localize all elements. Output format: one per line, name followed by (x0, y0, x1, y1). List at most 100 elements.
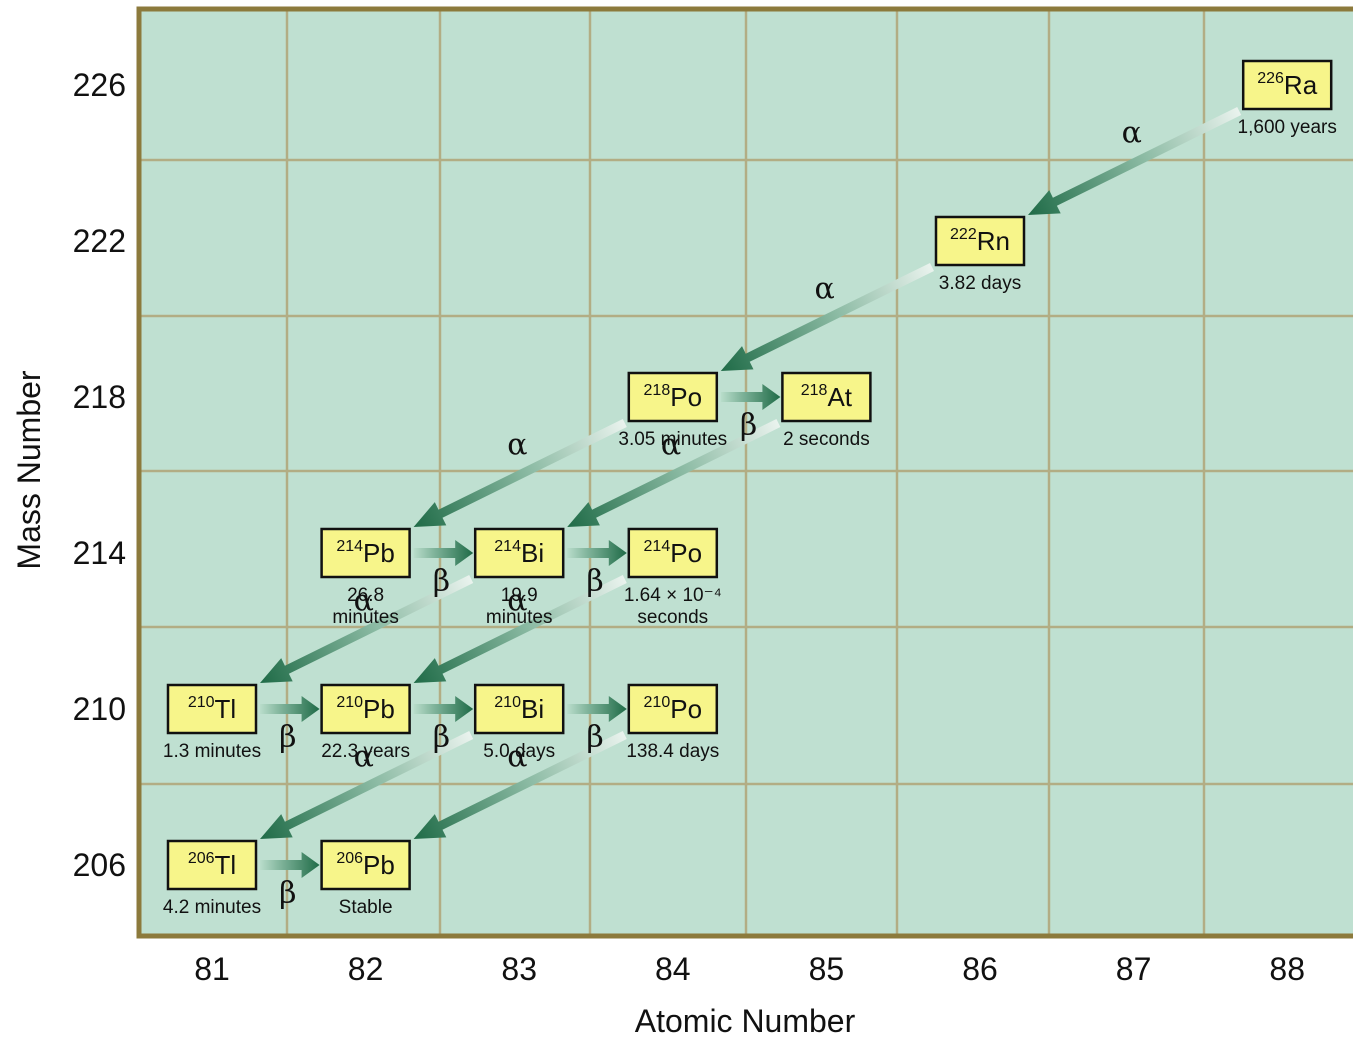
nuclide-label: 226Ra (1257, 70, 1317, 100)
alpha-label: α (354, 740, 374, 775)
x-axis-ticks: 81 82 83 84 85 86 87 88 (194, 951, 1305, 987)
nuclide-rn222: 222Rn 3.82 days (934, 215, 1026, 294)
y-tick-label: 222 (73, 223, 126, 259)
nuclide-label: 218Po (644, 382, 703, 412)
half-life-label: 26.8 (347, 585, 384, 606)
half-life-label: 3.82 days (939, 273, 1021, 294)
x-tick-label: 88 (1269, 951, 1305, 987)
x-tick-label: 85 (809, 951, 845, 987)
alpha-decay-arrow (413, 419, 627, 527)
nuclide-label: 214Po (644, 538, 703, 568)
nuclide-label: 206Tl (188, 850, 236, 880)
alpha-label: α (507, 428, 527, 463)
half-life-label: Stable (339, 897, 393, 918)
alpha-label: α (661, 428, 681, 463)
x-tick-label: 87 (1116, 951, 1152, 987)
half-life-label: 138.4 days (626, 741, 719, 762)
alpha-decay-arrow (260, 731, 474, 839)
alpha-decay-arrow (1028, 107, 1242, 215)
nuclide-at218: 218At 2 seconds (781, 371, 872, 450)
nuclide-box (627, 683, 719, 735)
nuclide-ra226: 226Ra 1,600 years (1238, 59, 1337, 138)
plot-frame (136, 6, 1353, 939)
half-life-label: 1.3 minutes (163, 741, 261, 762)
nuclide-box (627, 527, 719, 579)
nuclide-label: 218At (801, 382, 853, 412)
alpha-decay-arrows (260, 107, 1242, 839)
nuclide-box (320, 839, 411, 891)
alpha-label: α (507, 584, 527, 619)
nuclide-box (781, 371, 872, 423)
nuclide-box (473, 527, 565, 579)
half-life-label: 2 seconds (783, 429, 870, 450)
beta-decay-arrow (413, 540, 474, 566)
nuclide-label: 210Po (644, 694, 703, 724)
half-life-label: 4.2 minutes (163, 897, 261, 918)
nuclide-box (1241, 59, 1333, 111)
y-axis-title: Mass Number (11, 370, 47, 570)
beta-decay-arrow (260, 696, 320, 722)
beta-decay-arrow (567, 540, 627, 566)
half-life-label: 22.3 years (321, 741, 410, 762)
x-tick-label: 86 (962, 951, 998, 987)
half-life-label: 1.64 × 10⁻⁴ (624, 585, 722, 606)
nuclide-bi210: 210Bi 5.0 days (473, 683, 565, 762)
nuclide-box (627, 371, 719, 423)
y-tick-label: 206 (73, 847, 126, 883)
nuclides: 226Ra 1,600 years 222Rn 3.82 days 218Po 3.05 … (163, 59, 1337, 918)
x-tick-label: 82 (348, 951, 384, 987)
nuclide-box (166, 839, 258, 891)
beta-label: β (279, 720, 296, 755)
beta-decay-arrow (260, 852, 320, 878)
beta-label: β (433, 720, 450, 755)
half-life-label: minutes (332, 607, 399, 628)
nuclide-box (320, 527, 411, 579)
nuclide-box (166, 683, 258, 735)
alpha-label: α (814, 272, 834, 307)
half-life-label: 3.05 minutes (618, 429, 727, 450)
alpha-decay-arrow (260, 575, 474, 683)
beta-label: β (740, 408, 757, 443)
alpha-decay-arrow (413, 731, 627, 839)
nuclide-label: 214Bi (494, 538, 544, 568)
beta-label: β (433, 564, 450, 599)
nuclide-label: 222Rn (950, 226, 1010, 256)
beta-decay-arrow (567, 696, 627, 722)
x-tick-label: 83 (501, 951, 537, 987)
half-life-label: 1,600 years (1238, 117, 1337, 138)
beta-decay-arrow (413, 696, 474, 722)
nuclide-label: 210Bi (494, 694, 544, 724)
x-axis-title: Atomic Number (635, 1003, 856, 1038)
half-life-label: 5.0 days (483, 741, 555, 762)
nuclide-tl210: 210Tl 1.3 minutes (163, 683, 261, 762)
nuclide-label: 206Pb (336, 850, 395, 880)
x-tick-label: 81 (194, 951, 230, 987)
y-tick-label: 210 (73, 691, 126, 727)
y-tick-label: 226 (73, 67, 126, 103)
alpha-decay-arrow (567, 419, 781, 527)
alpha-label: α (1122, 116, 1142, 151)
half-life-label: 19.9 (501, 585, 538, 606)
alpha-decay-arrow (720, 263, 934, 371)
y-tick-label: 214 (73, 535, 126, 571)
nuclide-po210: 210Po 138.4 days (626, 683, 719, 762)
nuclide-label: 214Pb (336, 538, 395, 568)
alpha-label: α (507, 740, 527, 775)
nuclide-po218: 218Po 3.05 minutes (618, 371, 727, 450)
nuclide-box (473, 683, 565, 735)
alpha-label: α (354, 584, 374, 619)
alpha-decay-arrow (413, 575, 627, 683)
decay-mode-labels: α α β α α β β α α β β β α α β (279, 116, 1142, 911)
grid-lines (137, 7, 1353, 938)
beta-decay-arrows (260, 384, 781, 878)
nuclide-box (934, 215, 1026, 267)
beta-label: β (586, 564, 603, 599)
nuclide-box (320, 683, 411, 735)
nuclide-pb210: 210Pb 22.3 years (320, 683, 411, 762)
half-life-label: minutes (486, 607, 553, 628)
beta-label: β (279, 876, 296, 911)
x-tick-label: 84 (655, 951, 691, 987)
